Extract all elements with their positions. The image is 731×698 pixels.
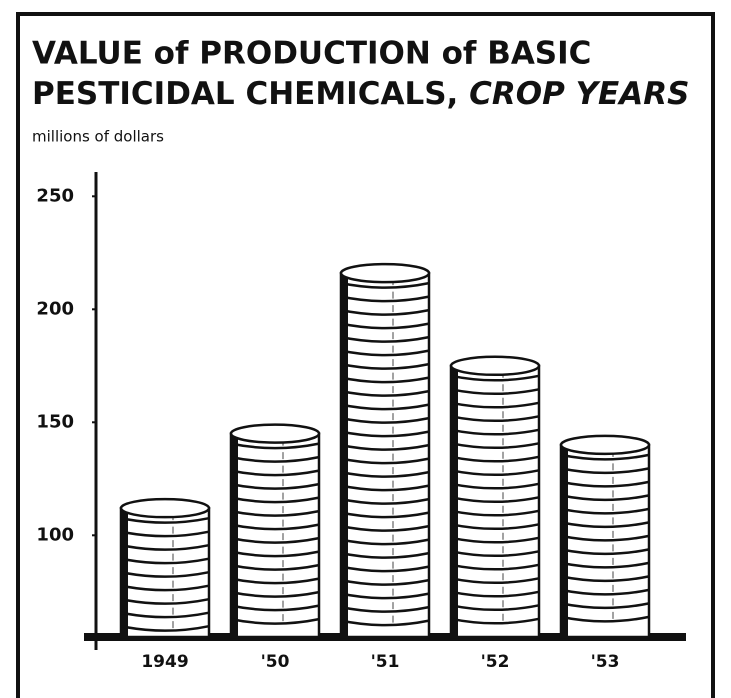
chart: VALUE of PRODUCTION of BASIC PESTICIDAL …	[0, 0, 731, 698]
coin-stack	[231, 425, 319, 637]
y-tick-label: 150	[36, 411, 74, 432]
coin-top	[231, 425, 319, 443]
coin-top	[341, 264, 429, 282]
coin-top	[561, 436, 649, 454]
x-tick-label: '52	[481, 652, 510, 672]
x-tick-label: 1949	[141, 652, 188, 672]
stack-body	[231, 434, 319, 637]
coin-stack	[451, 357, 539, 637]
chart-title: VALUE of PRODUCTION of BASIC	[32, 36, 591, 72]
x-tick-label: '51	[371, 652, 400, 672]
x-tick-label: '53	[591, 652, 620, 672]
y-tick-label: 200	[36, 298, 74, 319]
chart-title: PESTICIDAL CHEMICALS, CROP YEARS	[32, 76, 689, 112]
coin-stack	[341, 264, 429, 637]
stack-shadow	[561, 445, 568, 637]
x-tick-label: '50	[261, 652, 290, 672]
chart-title-part: PESTICIDAL CHEMICALS,	[32, 76, 458, 112]
coin-top	[121, 499, 209, 517]
coin-top	[451, 357, 539, 375]
y-tick-label: 100	[36, 524, 74, 545]
stack-shadow	[451, 366, 458, 637]
coin-stack	[561, 436, 649, 637]
chart-subtitle: millions of dollars	[32, 128, 164, 146]
coin-stack	[121, 499, 209, 637]
y-tick-label: 250	[36, 185, 74, 206]
chart-title-part: CROP YEARS	[469, 76, 689, 112]
